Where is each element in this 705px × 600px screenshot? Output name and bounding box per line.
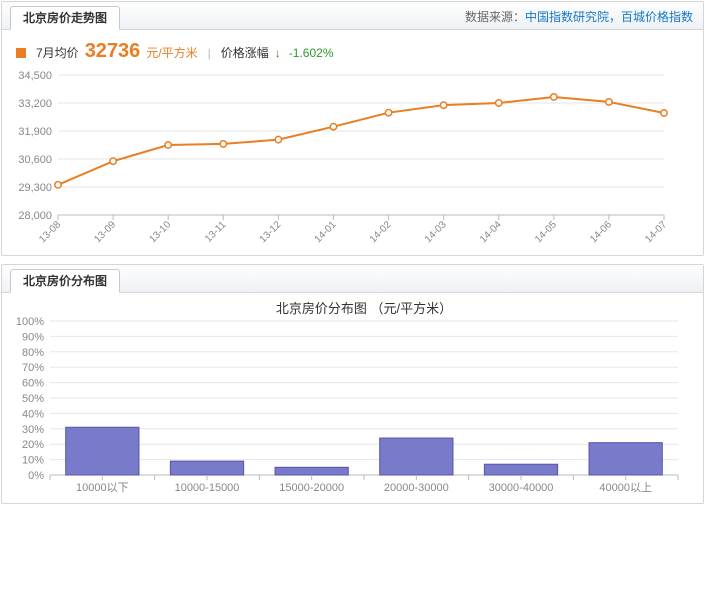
svg-text:80%: 80% bbox=[22, 347, 44, 359]
svg-text:33,200: 33,200 bbox=[18, 98, 52, 110]
trend-chart: 28,000 29,300 30,600 31,900 33,200 34,500 13-0… bbox=[2, 65, 703, 255]
price-value: 32736 bbox=[85, 40, 141, 63]
svg-text:10000以下: 10000以下 bbox=[76, 482, 129, 494]
svg-text:13-11: 13-11 bbox=[203, 219, 229, 245]
svg-text:90%: 90% bbox=[22, 331, 44, 343]
svg-text:0%: 0% bbox=[28, 470, 44, 482]
svg-text:13-12: 13-12 bbox=[258, 219, 284, 245]
svg-text:北京房价分布图 （元/平方米）: 北京房价分布图 （元/平方米） bbox=[276, 301, 452, 316]
trend-subheader: 7月均价 32736 元/平方米 | 价格涨幅 ↓ -1.602% bbox=[2, 30, 703, 65]
source-links[interactable]: 中国指数研究院，百城价格指数 bbox=[525, 10, 693, 24]
svg-text:60%: 60% bbox=[22, 378, 44, 390]
svg-text:28,000: 28,000 bbox=[18, 210, 52, 222]
svg-text:15000-20000: 15000-20000 bbox=[279, 482, 344, 494]
svg-text:70%: 70% bbox=[22, 362, 44, 374]
svg-text:40%: 40% bbox=[22, 408, 44, 420]
svg-text:14-04: 14-04 bbox=[478, 219, 504, 245]
change-label: 价格涨幅 bbox=[221, 44, 269, 61]
trend-header: 北京房价走势图 数据来源：中国指数研究院，百城价格指数 bbox=[2, 2, 703, 30]
svg-text:14-02: 14-02 bbox=[368, 219, 394, 245]
svg-text:14-05: 14-05 bbox=[533, 219, 559, 245]
svg-text:14-06: 14-06 bbox=[588, 219, 614, 245]
svg-text:30000-40000: 30000-40000 bbox=[489, 482, 554, 494]
svg-text:100%: 100% bbox=[16, 316, 44, 328]
legend-square-icon bbox=[16, 48, 26, 58]
dist-header: 北京房价分布图 bbox=[2, 265, 703, 293]
svg-text:20%: 20% bbox=[22, 439, 44, 451]
price-unit: 元/平方米 bbox=[146, 44, 197, 61]
trend-panel: 北京房价走势图 数据来源：中国指数研究院，百城价格指数 7月均价 32736 元… bbox=[1, 1, 704, 256]
change-value: -1.602% bbox=[289, 46, 334, 60]
svg-text:10%: 10% bbox=[22, 455, 44, 467]
svg-text:31,900: 31,900 bbox=[18, 126, 52, 138]
trend-tab[interactable]: 北京房价走势图 bbox=[10, 6, 120, 30]
svg-text:20000-30000: 20000-30000 bbox=[384, 482, 449, 494]
svg-text:14-01: 14-01 bbox=[313, 219, 339, 245]
svg-text:14-07: 14-07 bbox=[643, 219, 669, 245]
source-prefix: 数据来源： bbox=[465, 10, 525, 24]
dist-chart: 北京房价分布图 （元/平方米） 0% 10% 20% 30% 40% 50% 60% 70% 80… bbox=[2, 293, 703, 503]
dist-panel: 北京房价分布图 北京房价分布图 （元/平方米） 0% 10% 20% 30% 40% 50%… bbox=[1, 264, 704, 504]
svg-text:13-08: 13-08 bbox=[37, 219, 63, 245]
svg-text:40000以上: 40000以上 bbox=[599, 481, 652, 494]
svg-text:13-10: 13-10 bbox=[147, 219, 173, 245]
svg-text:30,600: 30,600 bbox=[18, 154, 52, 166]
data-source: 数据来源：中国指数研究院，百城价格指数 bbox=[465, 8, 693, 25]
divider: | bbox=[208, 46, 211, 60]
down-arrow-icon: ↓ bbox=[275, 46, 281, 60]
svg-text:29,300: 29,300 bbox=[18, 182, 52, 194]
month-label: 7月均价 bbox=[36, 44, 79, 61]
svg-text:50%: 50% bbox=[22, 393, 44, 405]
svg-text:14-03: 14-03 bbox=[423, 219, 449, 245]
svg-text:34,500: 34,500 bbox=[18, 70, 52, 82]
svg-text:10000-15000: 10000-15000 bbox=[175, 482, 240, 494]
svg-text:30%: 30% bbox=[22, 424, 44, 436]
dist-tab[interactable]: 北京房价分布图 bbox=[10, 269, 120, 293]
svg-text:13-09: 13-09 bbox=[92, 219, 118, 245]
